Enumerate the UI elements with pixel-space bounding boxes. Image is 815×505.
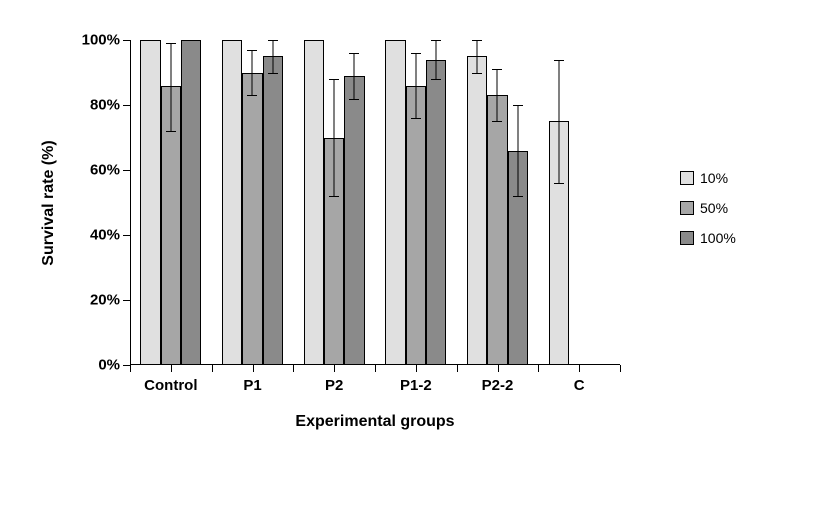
error-bar-cap bbox=[554, 183, 564, 184]
legend-item: 50% bbox=[680, 200, 736, 216]
x-tick bbox=[498, 365, 499, 372]
error-bar-cap bbox=[472, 40, 482, 41]
legend-swatch bbox=[680, 171, 694, 185]
bar bbox=[344, 76, 364, 365]
error-bar-cap bbox=[166, 131, 176, 132]
error-bar-cap bbox=[554, 60, 564, 61]
y-tick-label: 80% bbox=[90, 97, 120, 114]
x-tick bbox=[416, 365, 417, 372]
bar bbox=[263, 56, 283, 365]
legend-label: 100% bbox=[700, 230, 736, 246]
y-tick bbox=[123, 300, 130, 301]
bar bbox=[467, 56, 487, 365]
error-bar-cap bbox=[431, 79, 441, 80]
error-bar-cap bbox=[247, 95, 257, 96]
error-bar-line bbox=[517, 105, 518, 196]
legend-item: 10% bbox=[680, 170, 736, 186]
bar-group bbox=[297, 40, 372, 365]
bar bbox=[181, 40, 201, 365]
x-tick bbox=[579, 365, 580, 372]
error-bar-line bbox=[477, 40, 478, 73]
bar bbox=[426, 60, 446, 366]
error-bar-cap bbox=[513, 196, 523, 197]
error-bar-cap bbox=[329, 196, 339, 197]
x-tick-minor bbox=[538, 365, 539, 372]
error-bar-line bbox=[436, 40, 437, 79]
bar bbox=[487, 95, 507, 365]
legend: 10% 50% 100% bbox=[680, 170, 736, 260]
y-tick bbox=[123, 365, 130, 366]
x-tick-minor bbox=[620, 365, 621, 372]
bar-group bbox=[378, 40, 453, 365]
y-tick bbox=[123, 170, 130, 171]
legend-item: 100% bbox=[680, 230, 736, 246]
x-tick bbox=[171, 365, 172, 372]
bar bbox=[406, 86, 426, 366]
x-tick-minor bbox=[293, 365, 294, 372]
legend-label: 10% bbox=[700, 170, 728, 186]
legend-swatch bbox=[680, 201, 694, 215]
bar-group bbox=[542, 40, 617, 365]
error-bar-cap bbox=[472, 73, 482, 74]
error-bar-cap bbox=[329, 79, 339, 80]
error-bar-cap bbox=[268, 40, 278, 41]
y-tick-label: 20% bbox=[90, 292, 120, 309]
bar bbox=[242, 73, 262, 366]
bar bbox=[385, 40, 405, 365]
x-tick-label: P1-2 bbox=[400, 377, 432, 394]
x-tick bbox=[253, 365, 254, 372]
x-tick-label: P1 bbox=[243, 377, 261, 394]
y-axis-title: Survival rate (%) bbox=[40, 140, 58, 265]
x-tick-label: P2 bbox=[325, 377, 343, 394]
error-bar-cap bbox=[492, 121, 502, 122]
bar bbox=[222, 40, 242, 365]
error-bar-line bbox=[558, 60, 559, 184]
y-axis-line bbox=[130, 40, 131, 365]
x-tick-label: Control bbox=[144, 377, 197, 394]
x-axis-title: Experimental groups bbox=[295, 413, 454, 431]
error-bar-cap bbox=[431, 40, 441, 41]
error-bar-line bbox=[497, 69, 498, 121]
x-tick-minor bbox=[457, 365, 458, 372]
error-bar-cap bbox=[349, 53, 359, 54]
y-tick bbox=[123, 40, 130, 41]
error-bar-line bbox=[334, 79, 335, 196]
legend-swatch bbox=[680, 231, 694, 245]
x-tick-label: C bbox=[574, 377, 585, 394]
bar-group bbox=[460, 40, 535, 365]
bar bbox=[304, 40, 324, 365]
error-bar-line bbox=[252, 50, 253, 96]
y-tick-label: 40% bbox=[90, 227, 120, 244]
x-tick-minor bbox=[212, 365, 213, 372]
error-bar-line bbox=[272, 40, 273, 73]
x-tick bbox=[334, 365, 335, 372]
x-tick-minor bbox=[375, 365, 376, 372]
error-bar-cap bbox=[411, 53, 421, 54]
y-tick bbox=[123, 235, 130, 236]
error-bar-cap bbox=[166, 43, 176, 44]
legend-label: 50% bbox=[700, 200, 728, 216]
bar bbox=[140, 40, 160, 365]
y-tick-label: 100% bbox=[82, 32, 120, 49]
y-tick-label: 0% bbox=[98, 357, 120, 374]
error-bar-cap bbox=[513, 105, 523, 106]
error-bar-cap bbox=[349, 99, 359, 100]
bar-group bbox=[133, 40, 208, 365]
plot-area: 0%20%40%60%80%100%ControlP1P2P1-2P2-2C bbox=[130, 40, 620, 365]
error-bar-line bbox=[354, 53, 355, 99]
error-bar-cap bbox=[411, 118, 421, 119]
x-tick-minor bbox=[130, 365, 131, 372]
y-tick-label: 60% bbox=[90, 162, 120, 179]
x-tick-label: P2-2 bbox=[482, 377, 514, 394]
survival-rate-chart: Survival rate (%) 0%20%40%60%80%100%Cont… bbox=[0, 0, 815, 505]
y-tick bbox=[123, 105, 130, 106]
bar-group bbox=[215, 40, 290, 365]
error-bar-line bbox=[415, 53, 416, 118]
error-bar-cap bbox=[247, 50, 257, 51]
error-bar-line bbox=[170, 43, 171, 131]
error-bar-cap bbox=[492, 69, 502, 70]
error-bar-cap bbox=[268, 73, 278, 74]
